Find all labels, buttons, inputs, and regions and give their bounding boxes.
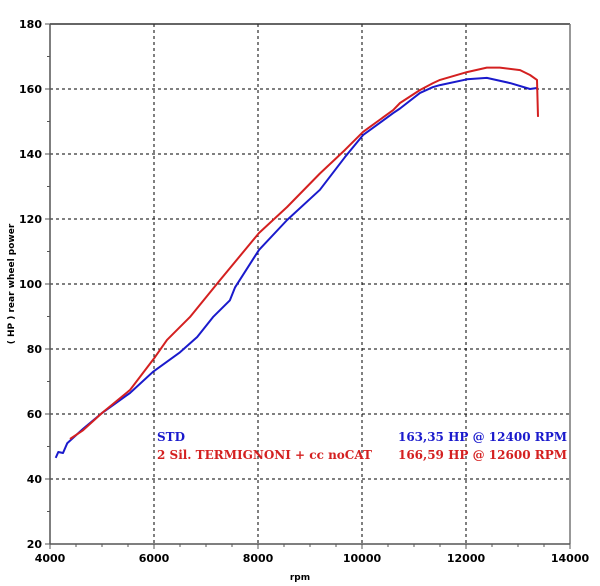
x-tick-label: 4000 (35, 552, 66, 565)
x-tick-label: 8000 (243, 552, 274, 565)
y-tick-label: 40 (27, 473, 43, 486)
y-tick-label: 180 (19, 18, 42, 31)
y-tick-label: 80 (27, 343, 43, 356)
y-tick-label: 100 (19, 278, 42, 291)
x-axis-label: rpm (290, 573, 310, 583)
legend-label-std: STD (157, 430, 185, 444)
x-tick-label: 6000 (139, 552, 170, 565)
x-tick-label: 10000 (343, 552, 382, 565)
tick-labels: 20 40 60 80 100 120 140 160 180 4000 6000 8000 10000… (19, 18, 589, 565)
y-tick-label: 120 (19, 213, 42, 226)
grid (50, 24, 570, 544)
legend-summary-termignoni: 166,59 HP @ 12600 RPM (398, 448, 567, 462)
series-line-0 (54, 76, 538, 459)
axes (45, 23, 571, 549)
series-lines (54, 66, 539, 459)
series-line-1 (69, 66, 539, 440)
x-tick-label: 14000 (551, 552, 590, 565)
y-tick-label: 20 (27, 538, 43, 551)
y-tick-label: 60 (27, 408, 43, 421)
x-tick-label: 12000 (447, 552, 486, 565)
legend-summary-std: 163,35 HP @ 12400 RPM (398, 430, 567, 444)
y-axis-label: ( HP ) rear wheel power (7, 223, 17, 344)
legend-label-termignoni: 2 Sil. TERMIGNONI + cc noCAT (157, 448, 372, 462)
y-tick-label: 160 (19, 83, 42, 96)
y-tick-label: 140 (19, 148, 42, 161)
